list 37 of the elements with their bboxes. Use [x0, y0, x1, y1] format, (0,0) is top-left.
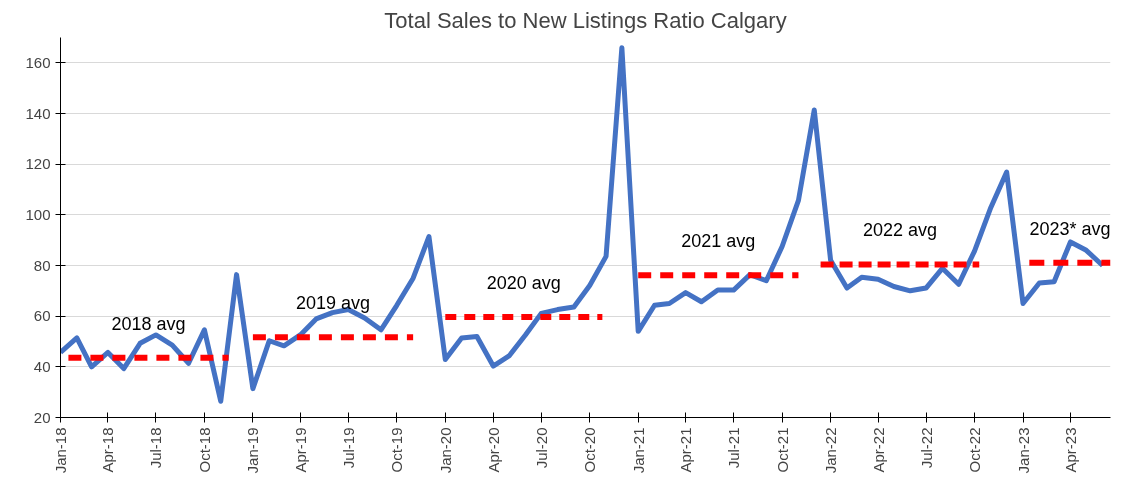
x-tick-label: Apr-19: [291, 427, 309, 473]
series-label: 2023* avg: [1029, 218, 1111, 239]
x-tick-label: Apr-21: [677, 427, 695, 473]
x-tick-label: Apr-20: [484, 427, 502, 473]
y-tick-label: 140: [25, 104, 51, 122]
x-tick-label: Jan-23: [1014, 427, 1032, 474]
series-label: 2021 avg: [681, 231, 756, 252]
x-tick-label: Jan-19: [244, 427, 262, 474]
x-tick-label: Apr-18: [99, 427, 117, 473]
x-tick-label: Jul-19: [339, 427, 357, 469]
y-tick-label: 100: [25, 205, 51, 223]
x-tick-label: Jan-21: [629, 427, 647, 474]
y-tick-label: 160: [25, 53, 51, 71]
x-tick-label: Oct-22: [966, 427, 984, 473]
x-tick-label: Oct-19: [388, 427, 406, 473]
x-tick-label: Oct-21: [773, 427, 791, 473]
series-label: 2018 avg: [111, 313, 186, 334]
y-tick-label: 60: [33, 307, 51, 325]
y-tick-label: 80: [33, 256, 51, 274]
y-tick-label: 120: [25, 155, 51, 173]
x-tick-label: Jul-20: [532, 427, 550, 469]
x-tick-label: Jan-20: [436, 427, 454, 474]
x-tick-label: Jan-22: [822, 427, 840, 474]
series-label: 2019 avg: [295, 293, 371, 314]
x-tick-label: Jul-21: [725, 427, 743, 469]
series-label: 2020 avg: [486, 272, 561, 293]
y-tick-label: 40: [33, 357, 51, 375]
x-tick-label: Jul-18: [147, 427, 165, 469]
x-tick-label: Apr-23: [1061, 427, 1079, 473]
x-tick-label: Oct-20: [581, 427, 599, 473]
x-tick-label: Jan-18: [52, 427, 69, 474]
x-tick-label: Jul-22: [917, 427, 935, 469]
x-tick-label: Oct-18: [195, 427, 213, 473]
y-tick-label: 20: [33, 408, 51, 426]
x-tick-label: Apr-22: [869, 427, 887, 473]
chart-title: Total Sales to New Listings Ratio Calgary: [384, 7, 787, 33]
series-label: 2022 avg: [862, 220, 937, 241]
